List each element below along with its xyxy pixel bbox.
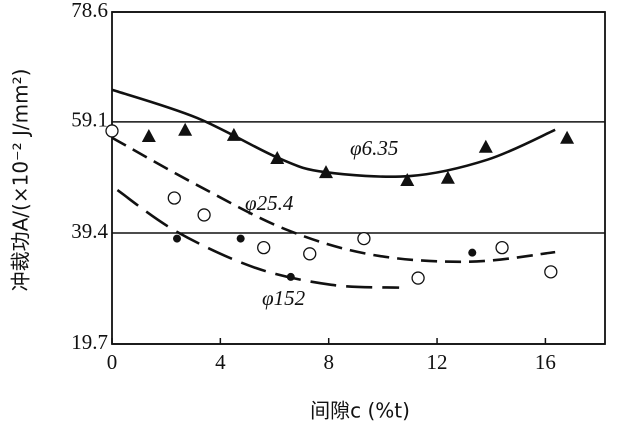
y-tick-label: 78.6 bbox=[71, 0, 108, 22]
point bbox=[257, 240, 271, 255]
point bbox=[167, 191, 181, 205]
point bbox=[411, 271, 425, 285]
x-tick-label: 0 bbox=[107, 350, 118, 374]
point bbox=[440, 170, 455, 184]
point bbox=[226, 127, 241, 141]
x-tick-label: 12 bbox=[427, 350, 448, 374]
point bbox=[495, 240, 509, 255]
y-tick-label: 39.4 bbox=[71, 219, 108, 243]
point bbox=[544, 265, 558, 279]
series-label: φ6.35 bbox=[350, 136, 398, 160]
x-tick-label: 16 bbox=[535, 350, 556, 374]
fit-curve bbox=[116, 189, 400, 289]
series-label: φ25.4 bbox=[245, 191, 294, 215]
series-label: φ152 bbox=[262, 286, 306, 310]
point bbox=[236, 234, 245, 243]
plot-frame bbox=[111, 11, 606, 345]
point bbox=[400, 172, 415, 186]
y-axis-label: 冲裁功A/(×10⁻² J/mm²) bbox=[9, 69, 33, 292]
fit-curve bbox=[111, 88, 556, 178]
x-axis-label: 间隙c (%t) bbox=[310, 399, 410, 423]
point bbox=[270, 150, 285, 164]
fit-curve bbox=[111, 136, 556, 264]
point bbox=[178, 122, 193, 136]
point bbox=[141, 129, 156, 143]
x-tick-label: 8 bbox=[323, 350, 334, 374]
y-tick-label: 59.1 bbox=[71, 108, 108, 132]
point bbox=[303, 247, 317, 261]
point bbox=[197, 208, 211, 222]
point bbox=[105, 124, 119, 138]
point bbox=[560, 130, 575, 144]
point bbox=[286, 272, 295, 281]
point bbox=[468, 248, 477, 257]
y-tick-label: 19.7 bbox=[71, 330, 108, 354]
point bbox=[318, 165, 333, 179]
point bbox=[173, 234, 182, 243]
point bbox=[357, 231, 371, 246]
x-tick-label: 4 bbox=[215, 350, 226, 374]
point bbox=[478, 139, 493, 153]
